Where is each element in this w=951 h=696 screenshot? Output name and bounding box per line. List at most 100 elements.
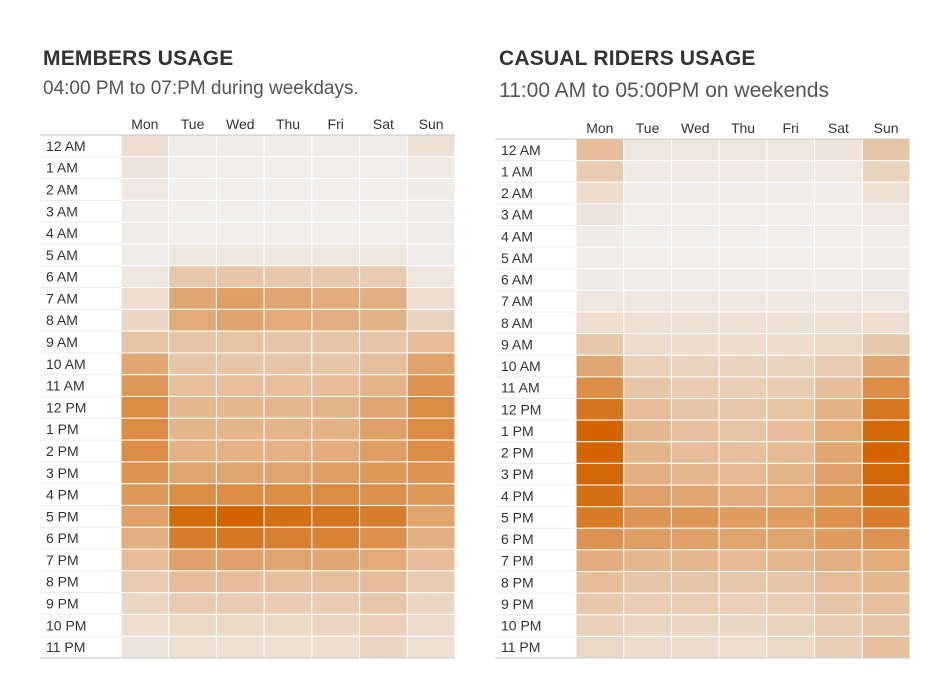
heatmap-cell bbox=[718, 419, 768, 443]
row-label: 6 PM bbox=[46, 530, 79, 546]
heatmap-cell bbox=[861, 506, 911, 529]
row-label: 12 PM bbox=[501, 401, 541, 417]
heatmap-cell bbox=[670, 203, 720, 226]
heatmap-cell bbox=[861, 246, 911, 270]
heatmap-cell bbox=[575, 203, 625, 226]
chart-title: CASUAL RIDERS USAGE bbox=[499, 47, 756, 70]
row-label: 9 PM bbox=[46, 596, 79, 612]
row-label: 4 PM bbox=[46, 487, 79, 503]
row-label: 6 AM bbox=[46, 269, 78, 285]
heatmap-cell bbox=[575, 614, 625, 637]
column-label: Sat bbox=[373, 116, 394, 132]
heatmap-cell bbox=[861, 225, 911, 248]
heatmap-cell bbox=[623, 181, 672, 205]
row-label: 11 AM bbox=[46, 378, 85, 394]
heatmap-cell bbox=[861, 635, 911, 659]
heatmap-cell bbox=[575, 138, 625, 162]
heatmap-cell bbox=[670, 635, 720, 659]
heatmap-cell bbox=[814, 462, 863, 486]
heatmap-cell bbox=[670, 311, 720, 335]
heatmap-cell bbox=[575, 506, 625, 529]
heatmap-cell bbox=[718, 484, 768, 508]
heatmap-cell bbox=[766, 419, 816, 443]
heatmap-cell bbox=[766, 354, 816, 378]
heatmap-cell bbox=[814, 398, 863, 421]
heatmap-cell bbox=[766, 268, 816, 291]
heatmap-cell bbox=[861, 160, 911, 183]
heatmap-cell bbox=[814, 289, 863, 313]
column-label: Tue bbox=[636, 120, 660, 136]
heatmap-cell bbox=[861, 614, 911, 637]
heatmap-cell bbox=[623, 203, 672, 226]
heatmap-cell bbox=[670, 354, 720, 378]
heatmap-cell bbox=[623, 462, 672, 486]
heatmap-cell bbox=[623, 571, 672, 594]
heatmap-cell bbox=[861, 462, 911, 486]
heatmap-cell bbox=[670, 289, 720, 313]
heatmap-cell bbox=[670, 160, 720, 183]
heatmap-cell bbox=[575, 376, 625, 399]
heatmap-cell bbox=[861, 549, 911, 572]
heatmap-cell bbox=[718, 549, 768, 572]
row-label: 3 PM bbox=[46, 465, 79, 481]
heatmap-cell bbox=[814, 635, 863, 659]
heatmap-cell bbox=[814, 506, 863, 529]
heatmap-cell bbox=[670, 571, 720, 594]
heatmap-cell bbox=[814, 181, 863, 205]
heatmap-cell bbox=[575, 462, 625, 486]
heatmap-cell bbox=[861, 289, 911, 313]
row-label: 12 PM bbox=[46, 399, 86, 415]
heatmap-cell bbox=[718, 289, 768, 313]
heatmap-cell bbox=[814, 333, 863, 356]
heatmap-cell bbox=[814, 160, 863, 183]
heatmap-cell bbox=[623, 527, 672, 551]
heatmap-cell bbox=[861, 268, 911, 291]
heatmap-cell bbox=[718, 506, 768, 529]
heatmap-cell bbox=[670, 549, 720, 572]
heatmap-cell bbox=[575, 181, 625, 205]
heatmap-cell bbox=[575, 635, 625, 659]
row-label: 3 AM bbox=[46, 203, 78, 219]
heatmap-cell bbox=[670, 333, 720, 356]
heatmap-cell bbox=[861, 592, 911, 616]
heatmap-cell bbox=[575, 571, 625, 594]
heatmap-cell bbox=[670, 181, 720, 205]
heatmap-cell bbox=[718, 160, 768, 183]
heatmap-cell bbox=[623, 635, 672, 659]
heatmap-cell bbox=[623, 506, 672, 529]
heatmap-cell bbox=[623, 289, 672, 313]
row-label: 5 AM bbox=[46, 247, 78, 263]
heatmap-cell bbox=[670, 398, 720, 421]
heatmap-cell bbox=[814, 592, 863, 616]
row-label: 2 PM bbox=[46, 443, 79, 459]
heatmap-cell bbox=[766, 506, 816, 529]
row-label: 1 PM bbox=[501, 423, 534, 439]
heatmap-cell bbox=[814, 376, 863, 399]
heatmap-cell bbox=[575, 225, 625, 248]
heatmap-cell bbox=[718, 614, 768, 637]
heatmap-cell bbox=[814, 138, 863, 162]
heatmap-cell bbox=[861, 354, 911, 378]
row-label: 10 PM bbox=[501, 618, 541, 634]
heatmap-cell bbox=[575, 441, 625, 464]
heatmap-cell bbox=[861, 203, 911, 226]
heatmap-cell bbox=[766, 592, 816, 616]
heatmap-cell bbox=[623, 419, 672, 443]
heatmap-cell bbox=[670, 376, 720, 399]
heatmap-cell bbox=[670, 268, 720, 291]
chart-subtitle: 11:00 AM to 05:00PM on weekends bbox=[499, 79, 829, 102]
heatmap-cell bbox=[766, 138, 816, 162]
heatmap-cell bbox=[623, 160, 672, 183]
heatmap-cell bbox=[718, 592, 768, 616]
heatmap-cell bbox=[814, 571, 863, 594]
row-label: 3 PM bbox=[501, 466, 534, 482]
column-label: Mon bbox=[131, 116, 158, 132]
heatmap-cell bbox=[623, 614, 672, 637]
heatmap-cell bbox=[718, 138, 768, 162]
heatmap-cell bbox=[575, 289, 625, 313]
heatmap-cell bbox=[814, 354, 863, 378]
column-label: Wed bbox=[226, 116, 255, 132]
heatmap-cell bbox=[575, 268, 625, 291]
heatmap-cell bbox=[766, 614, 816, 637]
row-label: 8 PM bbox=[46, 574, 79, 590]
